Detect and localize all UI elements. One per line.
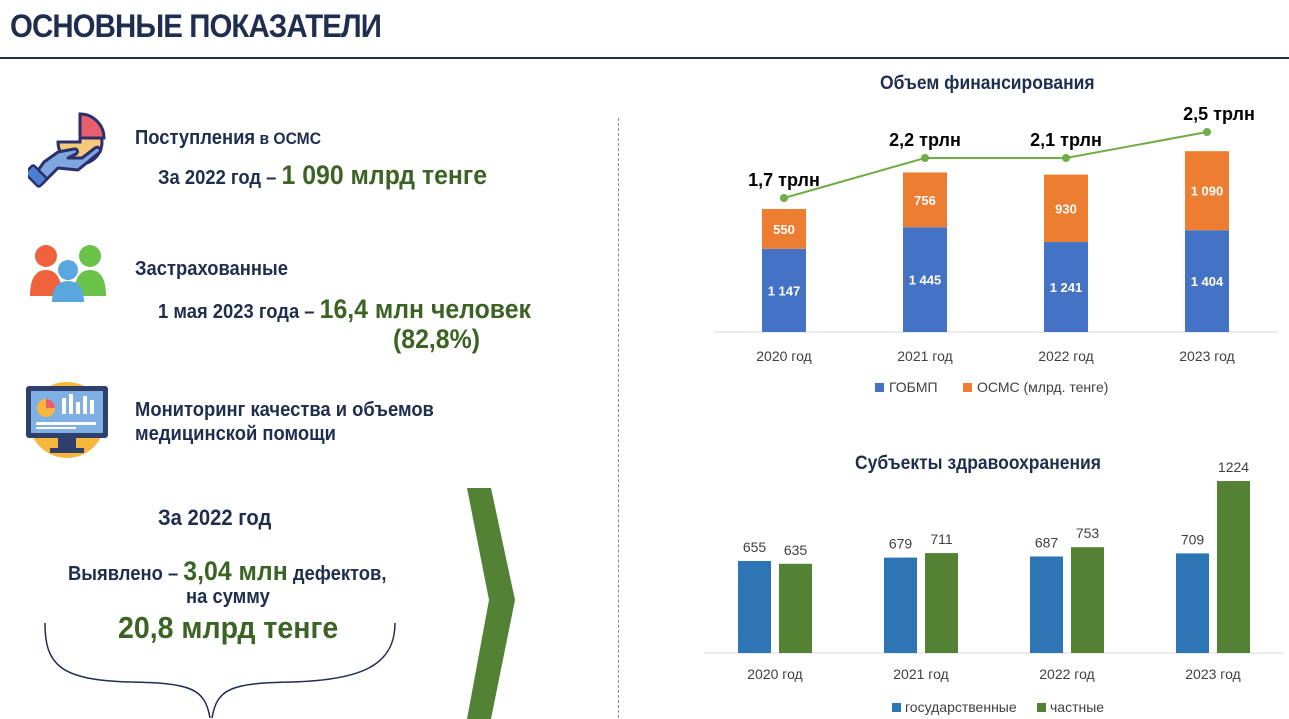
totals-label-2: 2,1 трлн	[1030, 130, 1102, 150]
x-tick-label-3: 2023 год	[1179, 348, 1234, 364]
monitoring-line2: медицинской помощи	[135, 423, 336, 445]
bar-gobmp-2	[1044, 242, 1088, 332]
x-tick-label-0: 2020 год	[756, 348, 811, 364]
income-prefix: За 2022 год –	[158, 167, 282, 189]
monitor-dashboard-icon	[26, 382, 108, 458]
totals-label-0: 1,7 трлн	[748, 170, 820, 190]
insured-value-line: 1 мая 2023 года – 16,4 млн человек	[158, 294, 563, 325]
totals-label-3: 2,5 трлн	[1183, 104, 1255, 124]
label-gobmp-1: 1 445	[909, 273, 942, 288]
insured-value: 16,4 млн человек	[319, 294, 532, 324]
bar-private-2	[1071, 547, 1104, 653]
value-label-private-2: 753	[1076, 525, 1100, 541]
label-osms-1: 756	[914, 193, 936, 208]
bar-osms-3	[1185, 151, 1229, 231]
value-label-state-3: 709	[1181, 531, 1205, 547]
totals-label-1: 2,2 трлн	[889, 130, 961, 150]
income-value-line: За 2022 год – 1 090 млрд тенге	[158, 160, 516, 191]
x-tick-label-2: 2022 год	[1039, 666, 1094, 682]
defects-found-suffix: дефектов,	[287, 563, 387, 585]
income-label-bold: Поступления	[135, 127, 256, 149]
label-osms-2: 930	[1055, 201, 1077, 216]
defects-found-value: 3,04 млн	[183, 556, 288, 586]
value-label-private-0: 635	[784, 542, 808, 558]
bar-private-1	[925, 553, 958, 653]
bar-private-0	[779, 563, 812, 653]
x-tick-label-0: 2020 год	[747, 666, 802, 682]
value-label-private-1: 711	[930, 531, 953, 547]
section-divider	[618, 118, 619, 718]
totals-line	[783, 131, 1208, 199]
x-tick-label-2: 2022 год	[1038, 348, 1093, 364]
x-tick-label-1: 2021 год	[897, 348, 952, 364]
financing-chart: 1 147 550 2020 год 1 445 756 2021 год 1 241 930…	[714, 104, 1278, 395]
chart-title-financing: Объем финансирования	[880, 73, 1095, 94]
legend-label-state: государственные	[905, 699, 1017, 715]
bar-osms-1	[903, 172, 947, 228]
value-label-state-1: 679	[889, 536, 913, 552]
legend-label-osms: ОСМС (млрд. тенге)	[977, 379, 1108, 395]
bar-state-1	[884, 557, 917, 653]
people-group-icon	[30, 245, 106, 302]
label-osms-3: 1 090	[1191, 184, 1224, 199]
page-title: ОСНОВНЫЕ ПОКАЗАТЕЛИ	[10, 8, 382, 44]
bar-osms-2	[1044, 174, 1088, 243]
value-label-state-2: 687	[1035, 534, 1059, 550]
bar-private-3	[1217, 481, 1250, 653]
insured-label: Застрахованные	[135, 258, 288, 280]
monitoring-label: Мониторинг качества и объемов медицинской…	[135, 398, 460, 446]
defects-found-line: Выявлено – 3,04 млн дефектов,	[68, 556, 414, 587]
defects-found-prefix: Выявлено –	[68, 563, 184, 585]
value-label-state-0: 655	[743, 539, 767, 555]
legend-swatch-private	[1037, 703, 1046, 712]
bar-gobmp-1	[903, 227, 947, 332]
x-tick-label-3: 2023 год	[1185, 666, 1240, 682]
label-osms-0: 550	[773, 222, 795, 237]
income-label: Поступления в ОСМС	[135, 127, 337, 150]
label-gobmp-3: 1 404	[1191, 274, 1224, 289]
insured-percent: (82,8%)	[393, 324, 480, 354]
label-gobmp-0: 1 147	[768, 283, 801, 298]
totals-point-0	[780, 194, 788, 202]
insured-prefix: 1 мая 2023 года –	[158, 301, 320, 323]
label-gobmp-2: 1 241	[1050, 280, 1083, 295]
bar-osms-0	[762, 208, 806, 249]
legend-label-private: частные	[1050, 699, 1104, 715]
bar-state-3	[1176, 553, 1209, 653]
bar-state-0	[738, 560, 771, 653]
bar-gobmp-0	[762, 248, 806, 332]
legend-swatch-state	[892, 703, 901, 712]
bar-state-2	[1030, 556, 1063, 653]
curly-brace	[44, 622, 396, 719]
monitoring-line1: Мониторинг качества и объемов	[135, 399, 434, 421]
defects-sum-value: 20,8 млрд тенге	[118, 610, 339, 645]
totals-point-1	[921, 154, 929, 162]
value-label-private-3: 1224	[1218, 459, 1249, 475]
defects-sum-line: на сумму	[186, 586, 270, 608]
hand-pie-chart-icon	[28, 112, 106, 188]
legend-swatch-osms	[963, 383, 972, 392]
chart-title-subjects: Субъекты здравоохранения	[855, 453, 1101, 474]
legend-label-gobmp: ГОБМП	[889, 379, 938, 395]
title-rule	[0, 57, 1289, 59]
bar-gobmp-3	[1185, 230, 1229, 332]
chevron-arrow-icon	[467, 488, 515, 719]
income-label-rest: в ОСМС	[255, 129, 322, 148]
income-value: 1 090 млрд тенге	[281, 160, 488, 190]
subjects-chart: 655 635 2020 год 679 711 2021 год 687 753 2022 г…	[704, 459, 1284, 715]
x-tick-label-1: 2021 год	[893, 666, 948, 682]
totals-point-2	[1062, 154, 1070, 162]
totals-point-3	[1203, 128, 1211, 136]
defects-year: За 2022 год	[158, 505, 272, 530]
legend-swatch-gobmp	[875, 383, 884, 392]
